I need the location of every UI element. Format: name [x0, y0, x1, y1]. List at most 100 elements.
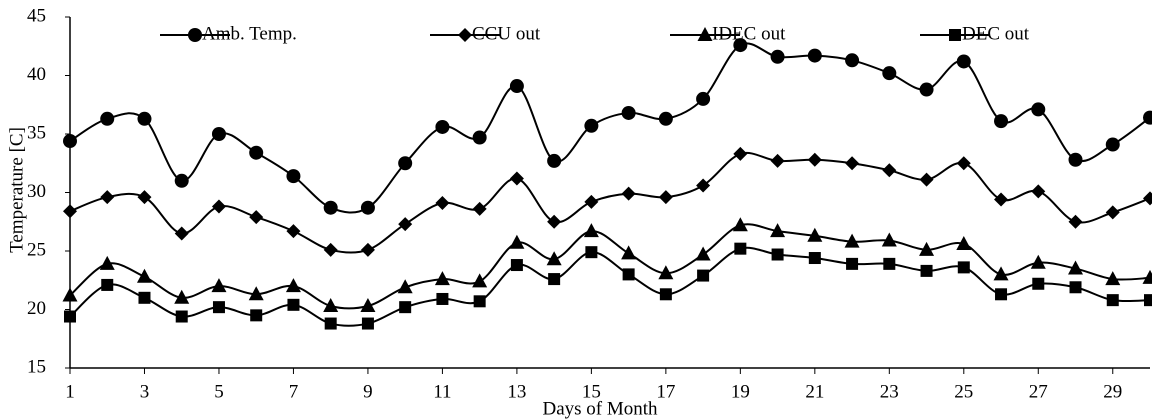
- data-point: [323, 242, 338, 257]
- data-point: [324, 317, 337, 330]
- data-point: [734, 242, 747, 255]
- data-point: [883, 257, 896, 270]
- data-point: [287, 298, 300, 311]
- data-point: [732, 217, 748, 232]
- data-point: [249, 145, 264, 160]
- legend-label: IDEC out: [712, 23, 786, 44]
- data-point: [658, 111, 673, 126]
- data-point: [696, 91, 711, 106]
- data-point: [695, 246, 711, 261]
- data-point: [807, 227, 823, 242]
- data-point: [1068, 260, 1084, 275]
- y-tick-label: 30: [27, 181, 46, 202]
- data-point: [136, 268, 152, 283]
- data-point: [1069, 281, 1082, 294]
- data-point: [770, 153, 785, 168]
- data-point: [248, 286, 264, 301]
- data-point: [1068, 214, 1083, 229]
- data-point: [473, 295, 486, 308]
- data-point: [436, 292, 449, 305]
- legend-label: CCU out: [472, 23, 541, 44]
- data-point: [1106, 294, 1119, 307]
- data-point: [919, 172, 934, 187]
- y-tick-label: 35: [27, 122, 46, 143]
- data-point: [398, 217, 413, 232]
- data-point: [510, 259, 523, 272]
- data-point: [846, 257, 859, 270]
- data-point: [658, 190, 673, 205]
- data-point: [435, 196, 450, 211]
- data-point: [211, 278, 227, 293]
- data-point: [211, 199, 226, 214]
- x-tick-label: 9: [363, 381, 373, 402]
- data-point: [250, 309, 263, 322]
- data-point: [548, 273, 561, 286]
- data-point: [546, 251, 562, 266]
- data-point: [434, 271, 450, 286]
- data-point: [175, 310, 188, 323]
- data-point: [212, 301, 225, 314]
- legend-marker: [697, 27, 713, 41]
- data-point: [360, 200, 375, 215]
- data-point: [1031, 184, 1046, 199]
- y-tick-label: 25: [27, 239, 46, 260]
- data-point: [509, 79, 524, 94]
- data-point: [621, 186, 636, 201]
- x-tick-label: 27: [1029, 381, 1048, 402]
- data-point: [1144, 294, 1152, 307]
- x-tick-label: 3: [140, 381, 150, 402]
- data-point: [286, 169, 301, 184]
- x-tick-label: 25: [954, 381, 973, 402]
- data-point: [174, 226, 189, 241]
- data-point: [397, 279, 413, 294]
- legend-marker: [458, 28, 472, 42]
- data-point: [249, 210, 264, 225]
- data-point: [957, 261, 970, 274]
- data-point: [733, 146, 748, 161]
- data-point: [472, 273, 488, 288]
- data-point: [137, 111, 152, 126]
- data-point: [733, 38, 748, 53]
- x-tick-label: 1: [65, 381, 75, 402]
- data-point: [62, 287, 78, 302]
- data-point: [323, 297, 339, 312]
- data-point: [1031, 102, 1046, 117]
- y-tick-label: 15: [27, 356, 46, 377]
- data-point: [174, 289, 190, 304]
- data-point: [138, 291, 151, 304]
- x-tick-label: 7: [289, 381, 299, 402]
- data-point: [771, 248, 784, 261]
- data-point: [286, 224, 301, 239]
- legend-label: Amb. Temp.: [202, 23, 297, 44]
- data-point: [995, 288, 1008, 301]
- data-point: [807, 48, 822, 63]
- data-point: [770, 223, 786, 238]
- data-point: [211, 127, 226, 141]
- data-point: [323, 200, 338, 215]
- data-point: [1143, 110, 1152, 125]
- data-point: [882, 163, 897, 178]
- data-point: [100, 111, 115, 126]
- series-line: [69, 223, 1151, 310]
- data-point: [622, 268, 635, 281]
- x-tick-label: 11: [433, 381, 451, 402]
- data-point: [472, 130, 487, 145]
- x-tick-label: 19: [731, 381, 750, 402]
- data-point: [584, 194, 599, 209]
- series-line: [69, 246, 1151, 327]
- data-point: [399, 301, 412, 314]
- data-point: [361, 317, 374, 330]
- legend-marker: [188, 28, 202, 42]
- data-point: [137, 190, 152, 205]
- data-point: [1105, 271, 1121, 286]
- x-tick-label: 15: [582, 381, 601, 402]
- data-point: [285, 278, 301, 293]
- data-point: [585, 246, 598, 259]
- data-point: [63, 134, 77, 149]
- data-point: [882, 66, 897, 81]
- data-point: [1032, 277, 1045, 290]
- data-point: [659, 288, 672, 301]
- data-point: [696, 178, 711, 193]
- data-point: [398, 156, 413, 171]
